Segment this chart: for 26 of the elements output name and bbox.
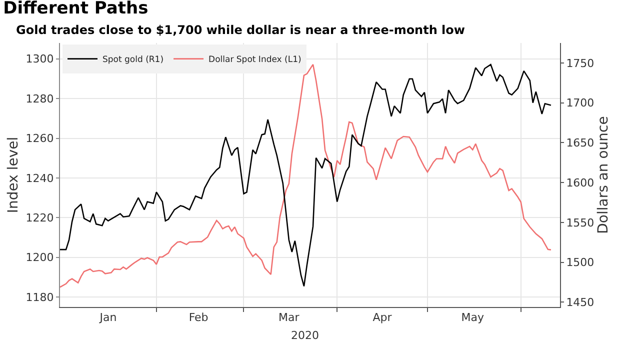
x-tick-label: May: [461, 311, 485, 324]
x-tick-label: Mar: [278, 311, 300, 324]
y2-tick-label: 1750: [566, 56, 594, 70]
y-tick-label: 1300: [26, 52, 54, 66]
y-tick-label: 1240: [26, 172, 54, 185]
y2-tick-label: 1600: [566, 176, 594, 190]
legend-label: Spot gold (R1): [102, 55, 164, 66]
y2-axis-title: Dollars an ounce: [596, 116, 612, 234]
y-tick-label: 1220: [26, 212, 54, 225]
legend-label: Dollar Spot Index (L1): [208, 55, 302, 66]
text: 2020: [291, 329, 319, 342]
y2-tick-label: 1550: [566, 216, 594, 230]
y2-tick-label: 1500: [566, 256, 594, 270]
y-tick-label: 1180: [26, 290, 54, 304]
y2-tick-label: 1650: [566, 136, 594, 150]
y-tick-label: 1280: [26, 92, 54, 106]
x-tick-label: Feb: [188, 311, 208, 324]
chart-subtitle: Gold trades close to $1,700 while dollar is near a three-month low: [16, 23, 466, 37]
y-tick-label: 1260: [26, 132, 54, 146]
y-axis-title: Index level: [5, 136, 22, 214]
y2-tick-label: 1450: [566, 296, 594, 310]
y-tick-label: 1200: [26, 251, 54, 264]
x-tick-label: Apr: [372, 311, 392, 324]
x-tick-label: Jan: [98, 311, 117, 324]
chart-title: Different Paths: [3, 0, 148, 19]
y2-tick-label: 1700: [566, 96, 594, 110]
